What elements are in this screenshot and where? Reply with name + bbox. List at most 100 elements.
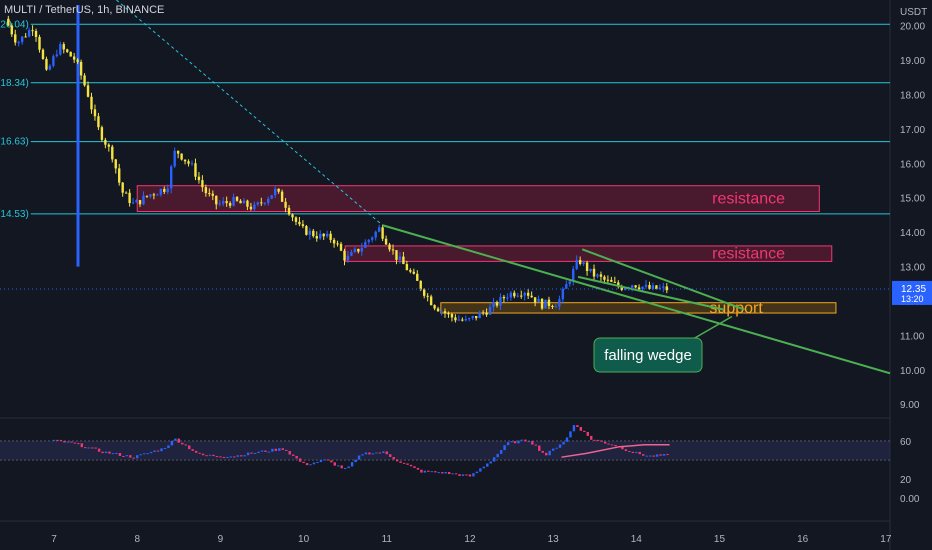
rsi-bar-139 — [534, 444, 538, 446]
time-tick-10: 17 — [880, 534, 892, 545]
rsi-bar-43 — [201, 453, 205, 456]
rsi-bar-101 — [402, 462, 406, 464]
rsi-bar-76 — [316, 462, 319, 464]
candle-body-13 — [52, 56, 55, 66]
rsi-bar-110 — [434, 471, 437, 473]
candle-body-18 — [69, 51, 72, 57]
price-tick-0: 20.00 — [900, 22, 925, 33]
candle-body-140 — [492, 302, 495, 307]
candle-body-166 — [582, 262, 585, 265]
candle-body-132 — [464, 319, 467, 321]
candle-body-33 — [121, 182, 124, 193]
candle-body-96 — [339, 243, 343, 251]
candle-body-21 — [79, 61, 83, 76]
rsi-bar-0 — [52, 439, 56, 441]
candle-body-64 — [228, 203, 232, 206]
candle-body-42 — [152, 194, 156, 196]
candle-body-162 — [568, 281, 571, 285]
rsi-bar-115 — [451, 473, 454, 475]
candle-body-38 — [138, 200, 142, 205]
rsi-bar-147 — [562, 441, 565, 445]
rsi-bar-95 — [382, 451, 385, 454]
candle-body-29 — [107, 144, 111, 147]
rsi-bar-118 — [461, 474, 465, 476]
candle-body-134 — [471, 315, 474, 319]
candle-body-97 — [343, 250, 346, 261]
time-tick-1: 8 — [134, 534, 140, 545]
candle-body-91 — [322, 233, 325, 237]
rsi-bar-129 — [499, 450, 503, 454]
candle-body-39 — [142, 195, 145, 205]
wedge-lower-line — [577, 275, 724, 311]
rsi-bar-91 — [368, 452, 371, 455]
candle-body-169 — [592, 268, 596, 277]
candle-body-31 — [114, 159, 117, 169]
candle-body-46 — [166, 188, 169, 192]
rsi-bar-11 — [90, 447, 94, 449]
rsi-bar-68 — [288, 450, 291, 455]
candle-body-173 — [606, 279, 610, 281]
candle-body-17 — [66, 49, 69, 52]
rsi-bar-52 — [233, 456, 236, 458]
rsi-bar-103 — [409, 464, 413, 467]
candle-body-153 — [537, 298, 540, 303]
rsi-bar-32 — [163, 447, 167, 449]
candle-body-184 — [644, 284, 648, 287]
candle-body-177 — [620, 286, 623, 290]
candle-body-34 — [124, 192, 128, 194]
candle-body-47 — [170, 166, 173, 189]
candle-body-14 — [55, 54, 59, 57]
rsi-bar-56 — [246, 452, 250, 456]
candle-body-44 — [159, 188, 163, 195]
candle-body-156 — [547, 299, 551, 306]
rsi-bar-6 — [73, 442, 77, 444]
candle-body-55 — [197, 176, 201, 181]
rsi-bar-67 — [285, 449, 288, 451]
candle-body-114 — [402, 256, 405, 265]
candle-body-117 — [412, 271, 416, 274]
candle-body-16 — [62, 44, 65, 50]
rsi-bar-46 — [212, 454, 215, 457]
rsi-bar-18 — [115, 453, 118, 455]
rsi-bar-90 — [364, 452, 368, 455]
candle-body-130 — [457, 319, 461, 321]
rsi-bar-94 — [378, 452, 382, 454]
candle-body-100 — [353, 248, 357, 252]
candle-body-145 — [509, 292, 513, 298]
rsi-bar-171 — [645, 455, 648, 457]
candle-body-136 — [478, 312, 481, 319]
candle-body-143 — [502, 296, 506, 299]
rsi-bar-82 — [337, 465, 340, 467]
rsi-bar-100 — [399, 461, 402, 463]
candle-body-110 — [388, 244, 391, 250]
rsi-bar-157 — [596, 439, 600, 441]
fib-label-2: 0.382(16.63) — [0, 137, 29, 148]
rsi-bar-150 — [572, 425, 576, 432]
zone-box-2 — [440, 302, 837, 314]
candle-body-41 — [149, 194, 152, 197]
rsi-bar-71 — [298, 458, 302, 462]
candle-body-87 — [308, 230, 312, 235]
candle-body-63 — [225, 201, 228, 204]
candle-body-171 — [599, 274, 603, 277]
rsi-bar-174 — [655, 454, 659, 457]
rsi-bar-35 — [174, 438, 177, 441]
rsi-bar-162 — [614, 444, 617, 447]
fib-levels-layer: 0.618(20.04) 0.5(18.34) 0.382(16.63) 0.236(… — [0, 0, 890, 267]
candle-body-5 — [24, 36, 27, 38]
candle-body-75 — [267, 198, 270, 204]
candle-body-7 — [31, 30, 34, 32]
rsi-bar-61 — [264, 450, 267, 452]
candle-body-6 — [27, 30, 31, 37]
candle-body-12 — [48, 65, 52, 70]
rsi-bar-138 — [531, 441, 534, 445]
time-tick-8: 15 — [714, 534, 726, 545]
trendlines-layer: falling wedge — [382, 224, 891, 375]
time-tick-4: 11 — [382, 534, 393, 545]
rsi-bar-109 — [430, 471, 434, 473]
candle-body-85 — [301, 224, 305, 227]
candle-body-178 — [624, 288, 627, 290]
candle-body-149 — [523, 292, 526, 296]
candle-body-121 — [426, 295, 429, 297]
